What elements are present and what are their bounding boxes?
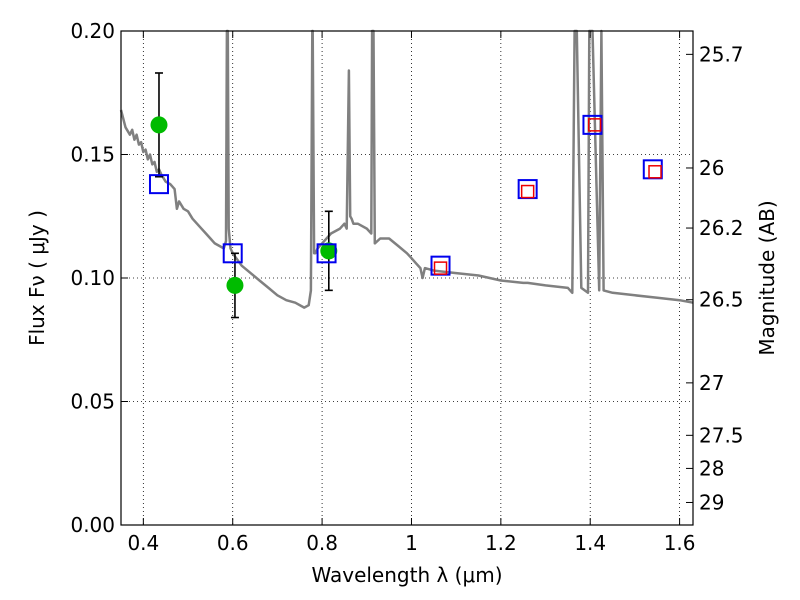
model-photometry-square [316, 243, 337, 264]
model-photometry-square [642, 159, 663, 180]
plot-frame [120, 30, 694, 526]
x-tick-label: 1.4 [574, 531, 606, 555]
y-tick-label: 0.00 [70, 513, 115, 537]
x-tick-label: 0.8 [306, 531, 338, 555]
model-photometry-small-square [648, 165, 662, 179]
model-photometry-square [222, 243, 243, 264]
y2-tick-label: 26.2 [699, 216, 744, 240]
y2-tick-label: 25.7 [699, 42, 744, 66]
model-photometry-small-square [433, 261, 448, 275]
x-tick-label: 0.4 [127, 531, 159, 555]
y2-tick-label: 28 [699, 456, 724, 480]
model-photometry-square [582, 114, 603, 135]
x-axis-title: Wavelength λ (μm) [311, 563, 502, 587]
y2-tick-label: 27 [699, 371, 724, 395]
y-tick-label: 0.10 [70, 266, 115, 290]
x-tick-label: 1.6 [664, 531, 696, 555]
observed-flux-point [150, 116, 168, 134]
observed-flux-point [320, 242, 338, 260]
y-tick-label: 0.20 [70, 19, 115, 43]
observed-flux-point [226, 276, 244, 294]
ticks: 0.4 0.6 0.8 1 1.2 1.4 1.6 0.00 0.05 0.10 0.15 0.20 2… [70, 19, 743, 555]
grid [121, 31, 693, 525]
y-tick-label: 0.15 [70, 143, 115, 167]
x-tick-label: 1.2 [485, 531, 517, 555]
y2-tick-label: 29 [699, 490, 724, 514]
y-axis-title: Flux Fν ( μJy ) [25, 210, 49, 346]
model-photometry-small-square [520, 184, 535, 199]
model-photometry-small-square [587, 118, 602, 132]
x-tick-label: 0.6 [217, 531, 249, 555]
y2-axis-title: Magnitude (AB) [755, 200, 779, 355]
y-tick-label: 0.05 [70, 390, 115, 414]
model-spectrum-line [119, 29, 694, 309]
y2-tick-label: 26 [699, 156, 724, 180]
y2-tick-label: 27.5 [699, 423, 744, 447]
y2-tick-label: 26.5 [699, 288, 744, 312]
model-photometry-square [148, 174, 169, 195]
series-layer [119, 29, 694, 319]
x-tick-label: 1 [405, 531, 418, 555]
